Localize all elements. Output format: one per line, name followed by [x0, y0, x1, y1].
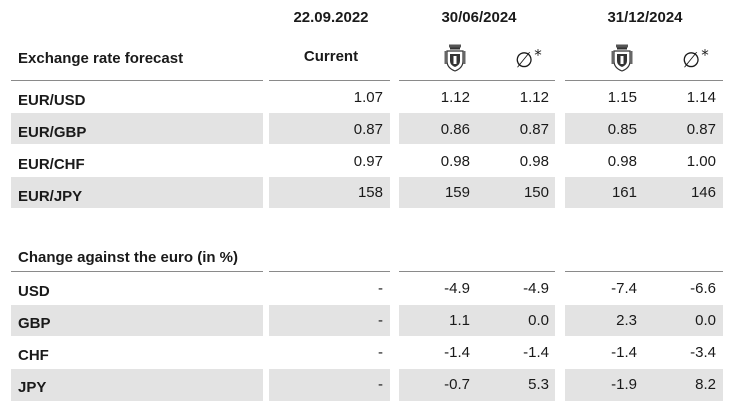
value-end-bank: -7.4 [611, 280, 637, 297]
row-shade [269, 177, 390, 208]
row-label: EUR/USD [18, 92, 86, 109]
header-rule [269, 80, 390, 81]
row-label: USD [18, 283, 50, 300]
date-current: 22.09.2022 [293, 9, 369, 26]
value-current: - [378, 312, 383, 329]
value-end-consensus: 0.0 [695, 312, 716, 329]
header-rule [565, 80, 723, 81]
row-shade [565, 369, 723, 401]
value-end-consensus: -6.6 [690, 280, 716, 297]
date-mid: 30/06/2024 [441, 9, 517, 26]
value-mid-bank: 1.12 [440, 89, 470, 106]
consensus-symbol: ∅* [682, 46, 709, 72]
value-mid-bank: 1.1 [449, 312, 470, 329]
value-current: - [378, 280, 383, 297]
value-current: - [378, 344, 383, 361]
value-mid-bank: 0.98 [440, 153, 470, 170]
row-shade [399, 113, 555, 144]
value-mid-consensus: 1.12 [519, 89, 549, 106]
row-shade [565, 177, 723, 208]
row-label: JPY [18, 379, 47, 396]
value-mid-consensus: -1.4 [523, 344, 549, 361]
header-rule [399, 80, 555, 81]
section-rule [565, 271, 723, 272]
value-end-bank: 1.15 [607, 89, 637, 106]
value-end-bank: -1.4 [611, 344, 637, 361]
row-label: EUR/JPY [18, 188, 83, 205]
value-mid-bank: -1.4 [444, 344, 470, 361]
row-label: EUR/CHF [18, 156, 85, 173]
value-mid-bank: -4.9 [444, 280, 470, 297]
row-shade [11, 113, 263, 144]
section-title-forecast: Exchange rate forecast [18, 50, 184, 67]
value-current: 0.87 [353, 121, 383, 138]
section-rule [269, 271, 390, 272]
value-current: 0.97 [353, 153, 383, 170]
section-rule [399, 271, 555, 272]
row-shade [565, 113, 723, 144]
value-end-consensus: -3.4 [690, 344, 716, 361]
value-current: 1.07 [353, 89, 383, 106]
value-mid-consensus: 5.3 [528, 376, 549, 393]
value-end-bank: 161 [611, 184, 637, 201]
row-shade [269, 113, 390, 144]
row-shade [11, 177, 263, 208]
section-rule [11, 271, 263, 272]
value-mid-consensus: 0.0 [528, 312, 549, 329]
row-shade [399, 305, 555, 336]
value-mid-consensus: 150 [523, 184, 549, 201]
value-end-consensus: 1.00 [686, 153, 716, 170]
value-end-bank: 0.98 [607, 153, 637, 170]
date-end: 31/12/2024 [607, 9, 683, 26]
row-label: EUR/GBP [18, 124, 87, 141]
crest-icon [444, 44, 466, 72]
row-shade [269, 305, 390, 336]
value-current: 158 [357, 184, 383, 201]
value-mid-consensus: 0.98 [519, 153, 549, 170]
value-mid-bank: 159 [444, 184, 470, 201]
value-end-consensus: 8.2 [695, 376, 716, 393]
row-shade [11, 305, 263, 336]
row-label: GBP [18, 315, 51, 332]
row-shade [269, 369, 390, 401]
value-end-bank: 2.3 [616, 312, 637, 329]
consensus-symbol: ∅* [515, 46, 542, 72]
value-end-bank: -1.9 [611, 376, 637, 393]
value-end-consensus: 146 [690, 184, 716, 201]
header-rule [11, 80, 263, 81]
value-mid-bank: -0.7 [444, 376, 470, 393]
row-shade [399, 369, 555, 401]
value-end-consensus: 1.14 [686, 89, 716, 106]
value-mid-consensus: 0.87 [519, 121, 549, 138]
value-mid-consensus: -4.9 [523, 280, 549, 297]
crest-icon [611, 44, 633, 72]
row-shade [399, 177, 555, 208]
value-end-bank: 0.85 [607, 121, 637, 138]
row-label: CHF [18, 347, 49, 364]
value-end-consensus: 0.87 [686, 121, 716, 138]
section-title-change: Change against the euro (in %) [18, 249, 239, 266]
row-shade [565, 305, 723, 336]
value-mid-bank: 0.86 [440, 121, 470, 138]
value-current: - [378, 376, 383, 393]
current-label: Current [303, 48, 359, 65]
row-shade [11, 369, 263, 401]
